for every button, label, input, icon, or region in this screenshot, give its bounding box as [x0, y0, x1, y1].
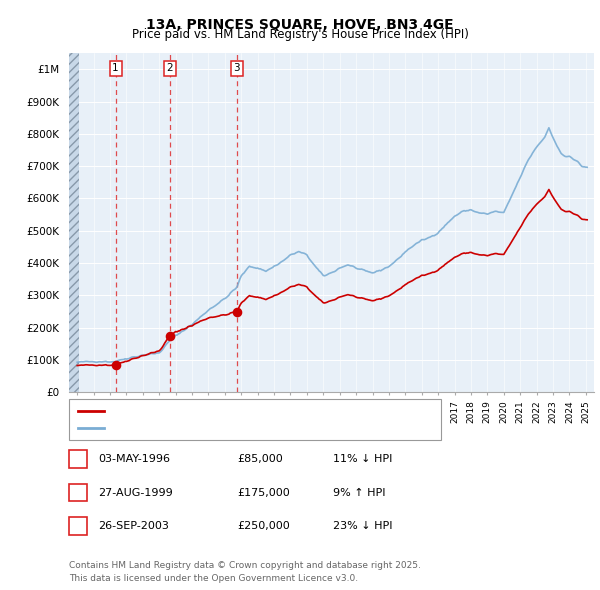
- Text: 23% ↓ HPI: 23% ↓ HPI: [333, 521, 392, 531]
- Text: 11% ↓ HPI: 11% ↓ HPI: [333, 454, 392, 464]
- Text: £85,000: £85,000: [237, 454, 283, 464]
- Text: Price paid vs. HM Land Registry's House Price Index (HPI): Price paid vs. HM Land Registry's House …: [131, 28, 469, 41]
- Point: [232, 307, 242, 316]
- Text: £250,000: £250,000: [237, 521, 290, 531]
- Text: 2: 2: [167, 63, 173, 73]
- Text: 03-MAY-1996: 03-MAY-1996: [98, 454, 170, 464]
- Text: 1: 1: [74, 454, 82, 464]
- Text: HPI: Average price, detached house, Brighton and Hove: HPI: Average price, detached house, Brig…: [110, 423, 400, 433]
- Text: 2: 2: [74, 487, 82, 497]
- Text: 1: 1: [112, 63, 119, 73]
- Text: £175,000: £175,000: [237, 487, 290, 497]
- Text: 26-SEP-2003: 26-SEP-2003: [98, 521, 169, 531]
- Text: 3: 3: [233, 63, 240, 73]
- Text: 13A, PRINCES SQUARE, HOVE, BN3 4GE (detached house): 13A, PRINCES SQUARE, HOVE, BN3 4GE (deta…: [110, 406, 412, 416]
- Point: [111, 360, 121, 369]
- Bar: [69, 53, 79, 392]
- Text: 3: 3: [74, 521, 82, 531]
- Text: Contains HM Land Registry data © Crown copyright and database right 2025.
This d: Contains HM Land Registry data © Crown c…: [69, 562, 421, 583]
- Text: 27-AUG-1999: 27-AUG-1999: [98, 487, 173, 497]
- Text: 13A, PRINCES SQUARE, HOVE, BN3 4GE: 13A, PRINCES SQUARE, HOVE, BN3 4GE: [146, 18, 454, 32]
- Point: [165, 331, 175, 340]
- Text: 9% ↑ HPI: 9% ↑ HPI: [333, 487, 386, 497]
